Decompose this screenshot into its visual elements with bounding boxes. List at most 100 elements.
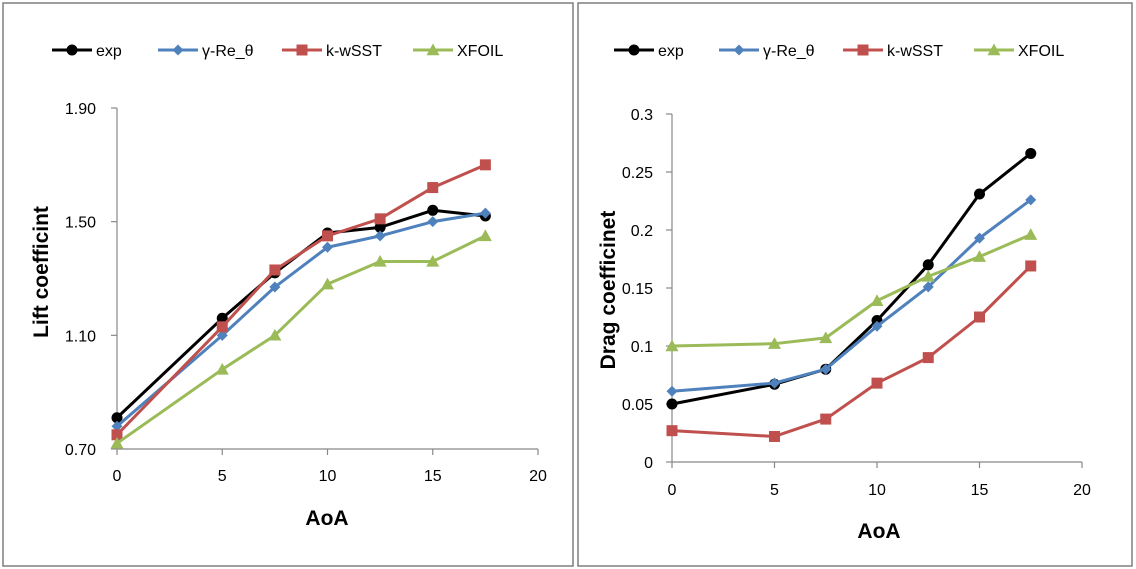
lift-data-point xyxy=(268,328,282,341)
lift-legend-label: XFOIL xyxy=(457,43,503,60)
lift-data-point xyxy=(111,412,123,424)
lift-data-point xyxy=(374,230,386,242)
lift-legend-label: k-wSST xyxy=(326,43,382,60)
lift-data-point xyxy=(374,213,386,225)
lift-data-point xyxy=(478,229,492,242)
drag-data-point xyxy=(871,320,883,332)
drag-series-line-1 xyxy=(671,198,1032,393)
lift-data-point xyxy=(216,321,228,333)
lift-data-point xyxy=(110,436,124,449)
drag-legend-marker xyxy=(733,44,745,56)
drag-legend-marker xyxy=(987,43,1001,56)
drag-chart-series xyxy=(665,147,1038,442)
drag-xtick-label: 10 xyxy=(868,482,886,499)
drag-ytick-label: 0.2 xyxy=(631,223,653,240)
lift-data-point xyxy=(322,241,333,253)
lift-xtick-label: 0 xyxy=(113,468,122,485)
drag-data-point xyxy=(666,425,678,437)
drag-legend-marker xyxy=(857,44,869,56)
lift-data-point xyxy=(269,281,281,293)
lift-data-point xyxy=(215,362,229,375)
lift-data-point xyxy=(427,182,439,194)
drag-legend-marker xyxy=(628,44,640,56)
drag-legend-label: γ-Re_θ xyxy=(763,43,815,60)
drag-data-point xyxy=(666,398,678,410)
drag-data-point xyxy=(974,232,985,244)
drag-legend-label: XFOIL xyxy=(1018,43,1064,60)
lift-ytick-label: 1.50 xyxy=(65,215,96,232)
lift-data-point xyxy=(216,329,228,341)
drag-data-point xyxy=(922,259,934,271)
drag-series-line-3 xyxy=(671,233,1032,348)
lift-data-point xyxy=(374,221,386,233)
drag-data-point xyxy=(871,377,883,389)
drag-data-point xyxy=(819,331,833,344)
lift-xtick-label: 15 xyxy=(424,468,442,485)
drag-series-line-2 xyxy=(671,264,1032,438)
drag-chart-panel: exp γ-Re_θ k-wSST XFOIL 0 0.05 0.1 0.15 0.2 0.25… xyxy=(577,2,1133,567)
drag-data-point xyxy=(1025,194,1037,206)
drag-ytick-label: 0 xyxy=(644,455,653,472)
lift-legend-marker xyxy=(426,43,440,56)
drag-data-point xyxy=(974,311,985,323)
lift-chart-xlabel: AoA xyxy=(305,507,348,530)
lift-data-point xyxy=(269,264,281,276)
lift-data-point xyxy=(321,277,334,290)
lift-chart-ylabel: Lift coefficint xyxy=(30,206,53,338)
drag-data-point xyxy=(974,188,985,200)
drag-ytick-label: 0.25 xyxy=(622,165,653,182)
drag-legend-label: exp xyxy=(658,43,684,60)
drag-data-point xyxy=(1025,147,1037,159)
lift-legend-marker xyxy=(296,44,308,56)
lift-xtick-label: 20 xyxy=(529,468,547,485)
drag-chart-frame xyxy=(577,2,1133,567)
drag-data-point xyxy=(769,430,780,442)
lift-data-point xyxy=(373,254,387,267)
drag-ytick-label: 0.15 xyxy=(622,281,653,298)
lift-ytick-label: 1.10 xyxy=(65,328,96,345)
drag-chart-xlabel: AoA xyxy=(857,520,900,543)
drag-data-point xyxy=(666,385,678,397)
lift-legend-marker xyxy=(66,44,78,56)
drag-chart-ylabel: Drag coefficinet xyxy=(597,211,620,370)
lift-chart-frame xyxy=(2,2,574,567)
lift-series-line-1 xyxy=(116,211,486,428)
lift-legend-label: exp xyxy=(96,43,122,60)
drag-xtick-label: 15 xyxy=(971,482,989,499)
lift-xtick-label: 5 xyxy=(218,468,227,485)
drag-data-point xyxy=(922,352,934,364)
drag-data-point xyxy=(922,281,934,293)
lift-data-point xyxy=(479,207,491,219)
lift-legend-marker xyxy=(172,44,184,56)
lift-data-point xyxy=(111,429,123,441)
drag-data-point xyxy=(820,363,832,375)
drag-data-point xyxy=(768,337,781,349)
drag-xtick-label: 20 xyxy=(1073,482,1091,499)
drag-legend-label: k-wSST xyxy=(887,43,943,60)
lift-series-line-2 xyxy=(115,163,486,436)
drag-chart-legend: exp γ-Re_θ k-wSST XFOIL xyxy=(614,43,1064,60)
lift-legend-label: γ-Re_θ xyxy=(202,43,254,60)
lift-series-line-0 xyxy=(115,208,486,419)
lift-chart-axes: 0.70 1.10 1.50 1.90 0 5 10 15 20 xyxy=(65,101,547,485)
drag-xtick-label: 5 xyxy=(770,482,779,499)
lift-data-point xyxy=(427,204,439,216)
drag-data-point xyxy=(665,339,679,352)
drag-ytick-label: 0.05 xyxy=(622,397,653,414)
drag-xtick-label: 0 xyxy=(668,482,677,499)
drag-ytick-label: 0.3 xyxy=(631,107,653,124)
drag-data-point xyxy=(870,294,884,306)
drag-data-point xyxy=(973,250,986,262)
drag-chart-axes: 0 0.05 0.1 0.15 0.2 0.25 0.3 0 5 10 15 20 xyxy=(622,107,1091,499)
drag-data-point xyxy=(769,377,780,389)
lift-data-point xyxy=(322,230,333,242)
lift-chart-legend: exp γ-Re_θ k-wSST XFOIL xyxy=(52,43,503,60)
lift-xtick-label: 10 xyxy=(319,468,337,485)
drag-data-point xyxy=(921,269,935,282)
lift-data-point xyxy=(479,159,491,171)
lift-data-point xyxy=(216,312,228,324)
lift-chart-panel: exp γ-Re_θ k-wSST XFOIL 0.70 1.10 1.50 1.90 0 5 1… xyxy=(2,2,574,567)
lift-ytick-label: 0.70 xyxy=(65,442,96,459)
lift-data-point xyxy=(427,216,439,228)
